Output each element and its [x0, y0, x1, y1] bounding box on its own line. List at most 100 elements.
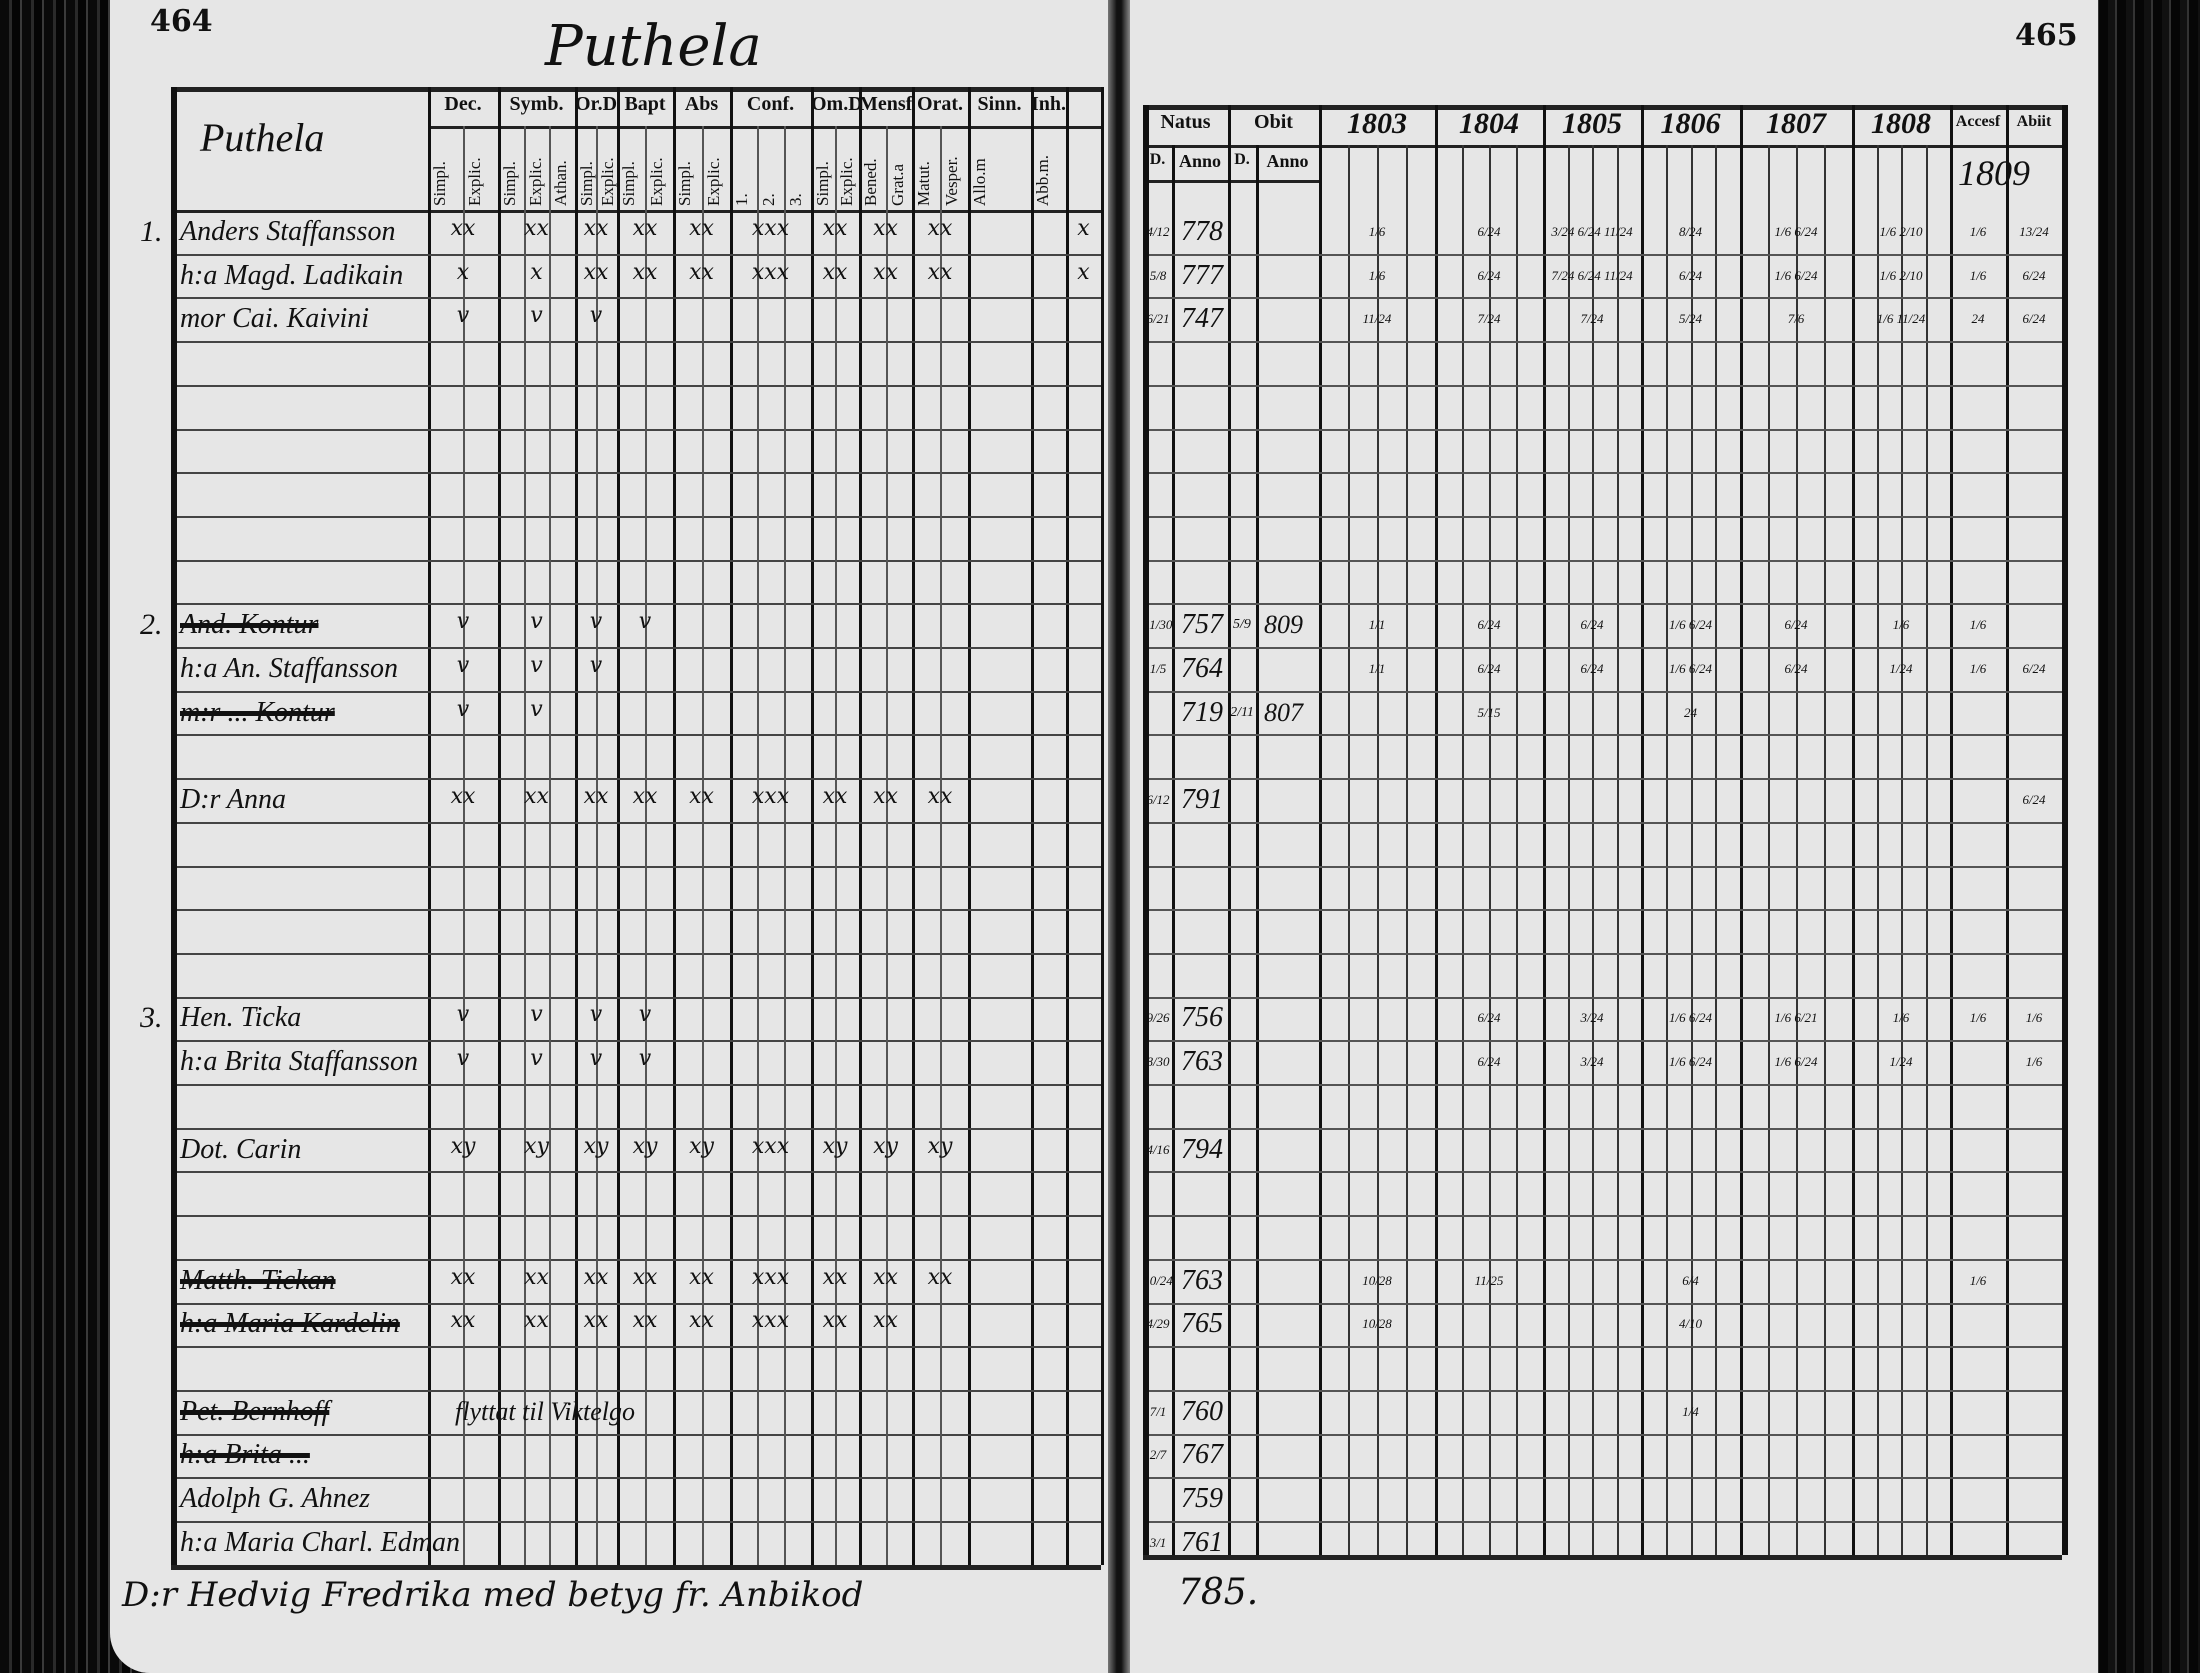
catechism-mark: xx	[689, 1308, 714, 1334]
catechism-mark: xx	[689, 1264, 714, 1290]
catechism-mark: xx	[524, 215, 549, 241]
table-top-border	[1143, 105, 2062, 110]
birth-day: 6/12	[1146, 791, 1170, 807]
catechism-mark: xx	[583, 783, 609, 809]
subcolumn-rule	[701, 126, 704, 1565]
person-name: h:a Brita ...	[180, 1439, 310, 1471]
catechism-mark: xy	[450, 1133, 476, 1159]
column-group-header: Sinn.	[977, 93, 1022, 115]
catechism-mark: xxx	[751, 1133, 790, 1159]
communion-date: 7/6	[1787, 311, 1805, 327]
header-bottom-border	[1143, 180, 1319, 183]
catechism-mark: xxx	[751, 783, 790, 809]
catechism-mark: v	[456, 652, 470, 678]
table-top-border	[171, 87, 1101, 92]
subcolumn-rule	[645, 126, 647, 1565]
catechism-mark: xxx	[751, 215, 790, 241]
catechism-mark: xx	[689, 215, 714, 241]
catechism-mark: xx	[927, 215, 953, 241]
column-group-header: Inh.	[1031, 93, 1066, 115]
catechism-mark: v	[589, 303, 603, 329]
row-rule	[1149, 253, 2062, 256]
communion-date: 6/24	[1477, 660, 1501, 676]
birth-day: 4/12	[1146, 223, 1170, 239]
left-register-table: Puthela Dec. Simpl. Explic. Symb. Simpl. Expli…	[140, 87, 1104, 1570]
column-rule	[617, 87, 620, 1565]
birth-day: 9/26	[1146, 1010, 1170, 1026]
communion-date: 7/24	[1477, 311, 1501, 327]
row-rule	[177, 1127, 1101, 1130]
accessit-date: 24	[1971, 311, 1985, 327]
column-group-header: Om.D	[811, 93, 859, 115]
column-rule	[730, 87, 733, 1565]
communion-date: 4/10	[1678, 1316, 1703, 1332]
row-rule	[177, 778, 1101, 781]
row-rule	[1149, 865, 2062, 868]
row-rule	[177, 1389, 1101, 1392]
communion-date: 1/6	[1368, 267, 1386, 283]
catechism-mark: v	[530, 609, 543, 635]
row-rule	[1149, 1171, 2062, 1174]
catechism-mark: xx	[822, 1308, 848, 1334]
row-rule	[1149, 690, 2062, 693]
right-page-number: 465	[2015, 18, 2078, 53]
column-rule	[1143, 105, 1149, 1555]
abiit-header: Abiit	[2016, 113, 2052, 130]
row-rule	[1149, 1258, 2062, 1261]
catechism-mark: xx	[524, 783, 549, 809]
subcolumn-rule	[463, 126, 465, 1565]
communion-date: 1/4	[1682, 1403, 1699, 1419]
catechism-mark: xx	[524, 1308, 549, 1334]
row-rule	[177, 253, 1101, 256]
birth-day: 11/30	[1143, 617, 1173, 633]
communion-date: 1/6 6/24	[1669, 1054, 1712, 1070]
abiit-date: 6/24	[2022, 660, 2046, 676]
communion-date: 1/6 11/24	[1876, 311, 1926, 327]
left-page	[110, 0, 1110, 1673]
column-rule	[1852, 105, 1855, 1555]
column-rule	[1256, 145, 1259, 1555]
birth-year: 777	[1181, 259, 1223, 291]
communion-date: 3/24 6/24 11/24	[1551, 223, 1633, 239]
catechism-mark: xx	[583, 1308, 609, 1334]
person-name: m:r ... Kontur	[180, 696, 335, 728]
row-rule	[177, 559, 1101, 562]
column-group-header: Conf.	[746, 93, 795, 115]
communion-date: 10/28	[1362, 1272, 1392, 1288]
birth-year: 756	[1181, 1002, 1223, 1034]
subcolumn-rule	[1715, 145, 1718, 1555]
catechism-mark: xx	[450, 783, 476, 809]
subcolumn-rule	[1876, 145, 1879, 1555]
row-rule	[177, 647, 1101, 649]
communion-date: 24	[1684, 704, 1697, 720]
column-rule	[1031, 87, 1034, 1565]
book-gutter	[1108, 0, 1130, 1673]
catechism-mark: x	[1077, 215, 1090, 241]
communion-date: 6/24	[1784, 660, 1808, 676]
birth-day: 6/21	[1146, 311, 1170, 327]
row-rule	[1149, 559, 2062, 562]
catechism-mark: xx	[632, 1264, 658, 1290]
birth-day: 5/8	[1149, 267, 1167, 283]
accessit-header: Accesf	[1955, 113, 2001, 130]
catechism-mark: v	[456, 609, 470, 635]
catechism-mark: xy	[689, 1133, 714, 1159]
person-name: h:a An. Staffansson	[180, 652, 399, 684]
row-rule	[1149, 297, 2062, 300]
communion-date: 1/6	[1368, 223, 1386, 239]
birth-day: 7/1	[1149, 1403, 1167, 1419]
communion-date: 1/6 6/24	[1774, 1054, 1818, 1070]
catechism-mark: xx	[873, 1308, 898, 1334]
subcolumn-rule	[1768, 145, 1770, 1555]
communion-date: 6/24	[1477, 1010, 1501, 1026]
birth-year: 760	[1181, 1395, 1223, 1427]
communion-date: 6/4	[1682, 1272, 1699, 1288]
catechism-mark: v	[456, 1046, 470, 1072]
person-name: Hen. Ticka	[180, 1002, 302, 1034]
column-rule	[2062, 105, 2068, 1555]
communion-date: 11/25	[1474, 1272, 1504, 1288]
catechism-mark: xx	[524, 1264, 549, 1290]
catechism-mark: xx	[450, 1308, 476, 1334]
catechism-mark: xx	[689, 259, 714, 285]
row-rule	[177, 1433, 1101, 1436]
